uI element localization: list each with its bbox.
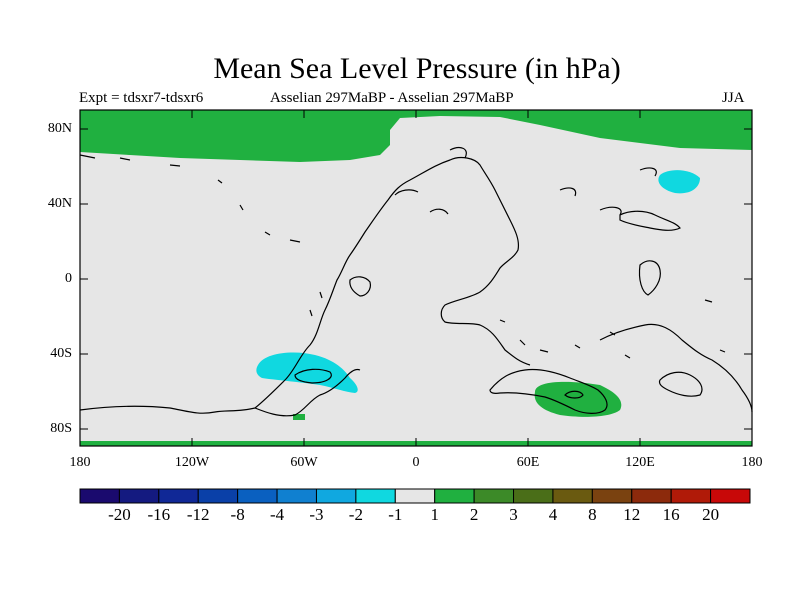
colorbar-swatch — [473, 488, 515, 504]
colorbar-swatch — [315, 488, 357, 504]
lon-label-180e: 180 — [741, 455, 763, 470]
colorbar-label: -3 — [309, 505, 324, 524]
coastlines — [79, 147, 753, 417]
positive-anomaly-north-band — [80, 110, 752, 162]
colorbar-label: -4 — [269, 505, 285, 524]
colorbar-swatch — [591, 488, 633, 504]
period-label: Asselian 297MaBP - Asselian 297MaBP — [270, 90, 514, 106]
lat-label-80s: 80S — [50, 421, 72, 436]
colorbar-swatch — [79, 488, 120, 504]
colorbar-label: 8 — [588, 505, 597, 524]
colorbar-swatch — [276, 488, 317, 504]
lon-label-60e: 60E — [516, 455, 540, 470]
colorbar-label: 1 — [430, 505, 439, 524]
colorbar-swatch — [513, 488, 554, 504]
colorbar-label: -2 — [348, 505, 363, 524]
lon-label-60w: 60W — [290, 455, 318, 470]
colorbar-swatch — [631, 488, 672, 504]
lat-label-0: 0 — [65, 271, 72, 286]
negative-anomaly-northeast — [658, 170, 700, 194]
colorbar-swatch — [158, 488, 199, 504]
colorbar-swatch — [197, 488, 239, 504]
lat-label-40s: 40S — [50, 346, 72, 361]
colorbar-label: -20 — [108, 505, 131, 524]
lon-label-120w: 120W — [174, 455, 210, 470]
positive-anomaly-small — [293, 414, 305, 420]
colorbar-swatch — [355, 488, 396, 504]
lon-label-180w: 180 — [69, 455, 91, 470]
season-label: JJA — [722, 90, 745, 106]
experiment-label: Expt = tdsxr7-tdsxr6 — [79, 90, 204, 106]
colorbar-label: 2 — [469, 505, 479, 524]
colorbar-swatch — [552, 488, 593, 504]
colorbar-swatch — [118, 488, 160, 504]
colorbar-label: -12 — [186, 505, 210, 524]
colorbar-swatch — [434, 488, 475, 504]
colorbar-swatch — [710, 488, 751, 504]
positive-anomaly-southeast — [534, 381, 622, 417]
lat-label-40n: 40N — [47, 196, 72, 211]
lat-label-80n: 80N — [47, 121, 72, 136]
colorbar-swatch — [394, 488, 436, 504]
plot-background — [80, 110, 752, 446]
colorbar-label: -1 — [388, 505, 403, 524]
colorbar-label: 12 — [623, 505, 641, 524]
colorbar — [79, 488, 751, 504]
lon-label-0: 0 — [412, 455, 420, 470]
colorbar-label: -16 — [147, 505, 171, 524]
map-title: Mean Sea Level Pressure (in hPa) — [213, 52, 621, 85]
colorbar-label: 20 — [702, 505, 720, 524]
colorbar-swatch — [237, 488, 278, 504]
negative-anomaly-southwest — [256, 352, 358, 393]
colorbar-swatch — [670, 488, 712, 504]
lon-label-120e: 120E — [625, 455, 655, 470]
colorbar-label: -8 — [230, 505, 245, 524]
colorbar-label: 3 — [509, 505, 518, 524]
colorbar-label: 4 — [548, 505, 558, 524]
colorbar-label: 16 — [662, 505, 680, 524]
tick-marks — [79, 110, 753, 446]
